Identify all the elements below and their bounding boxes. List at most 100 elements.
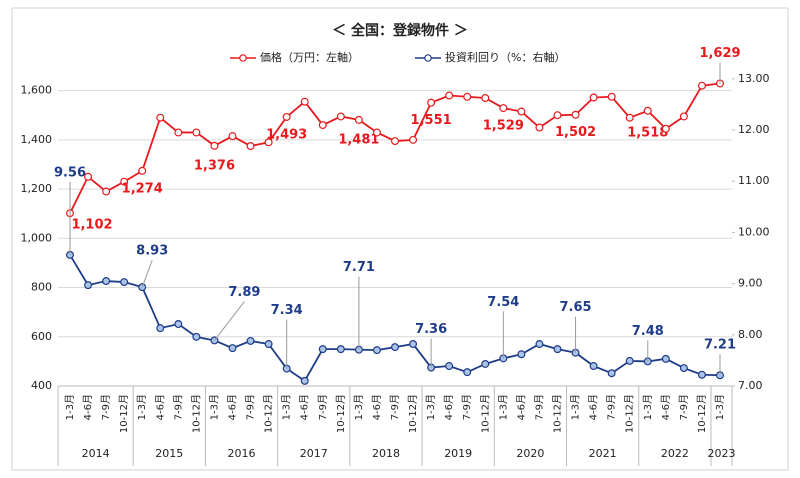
y-tick-label: 1,400 [21,133,53,146]
data-point [246,336,255,345]
data-point [372,128,381,137]
y2-tick-label: 8.00 [738,328,763,341]
x-tick-label: 1-3月 [208,394,220,420]
y-tick-label: 1,600 [21,84,53,97]
data-point [300,376,309,385]
data-label: 9.56 [54,165,86,180]
data-point [210,141,219,150]
data-point [427,98,436,107]
data-label: 1,629 [699,46,740,61]
x-tick-label: 1-3月 [425,394,437,420]
data-point [481,93,490,102]
data-point [625,356,634,365]
x-tick-label: 10-12月 [118,394,130,433]
data-point [264,138,273,147]
data-point [517,350,526,359]
x-group-label: 2016 [228,447,256,460]
data-point [679,112,688,121]
data-point [174,320,183,329]
data-point [391,137,400,146]
data-point [102,187,111,196]
data-point [120,177,129,186]
x-tick-label: 4-6月 [371,394,383,420]
data-point [409,340,418,349]
data-point [120,278,129,287]
data-point [607,92,616,101]
x-tick-label: 1-3月 [136,394,148,420]
data-point [391,343,400,352]
x-tick-label: 4-6月 [227,394,239,420]
y2-tick-label: 9.00 [738,277,763,290]
data-label: 1,518 [627,125,668,140]
data-point [643,106,652,115]
x-tick-label: 1-3月 [714,394,726,420]
data-point [102,277,111,286]
data-point [607,369,616,378]
leader-line [141,260,153,288]
x-tick-label: 1-3月 [497,394,509,420]
x-tick-label: 1-3月 [64,394,76,420]
data-label: 1,493 [266,127,307,142]
data-label: 1,376 [194,158,235,173]
x-tick-label: 4-6月 [515,394,527,420]
x-tick-label: 4-6月 [443,394,455,420]
data-point [697,370,706,379]
data-point [318,121,327,130]
x-tick-label: 10-12月 [407,394,419,433]
data-point [481,359,490,368]
data-point [192,128,201,137]
data-label: 1,481 [338,132,379,147]
x-tick-label: 10-12月 [335,394,347,433]
x-tick-label: 4-6月 [588,394,600,420]
data-point [589,362,598,371]
data-point [156,324,165,333]
x-tick-label: 7-9月 [317,394,329,420]
y2-tick-label: 11.00 [738,174,770,187]
legend-label: 価格（万円：左軸） [260,50,359,64]
x-group-label: 2020 [516,447,544,460]
data-point [300,97,309,106]
data-point [192,332,201,341]
data-point [228,132,237,141]
data-point [517,107,526,116]
y-tick-label: 600 [31,330,52,343]
data-label: 1,502 [555,125,596,140]
data-point [463,92,472,101]
x-tick-label: 4-6月 [299,394,311,420]
data-point [372,346,381,355]
data-label: 1,551 [411,113,452,128]
data-label: 1,274 [122,181,163,196]
data-label: 7.36 [415,322,447,337]
data-point [679,364,688,373]
chart-frame [11,7,789,471]
x-tick-label: 10-12月 [696,394,708,433]
legend-marker [239,54,247,62]
data-point [571,110,580,119]
y-tick-label: 400 [31,379,52,392]
data-point [318,345,327,354]
data-point [336,112,345,121]
data-label: 8.93 [136,244,168,259]
x-group-label: 2021 [589,447,617,460]
data-point [661,354,670,363]
data-point [174,128,183,137]
y2-tick-label: 13.00 [738,72,770,85]
chart-title: ＜ 全国：登録物件 ＞ [332,22,468,39]
x-group-label: 2023 [707,447,735,460]
x-tick-label: 1-3月 [570,394,582,420]
data-point [553,345,562,354]
x-group-label: 2015 [155,447,183,460]
x-tick-label: 7-9月 [100,394,112,420]
data-point [697,81,706,90]
x-tick-label: 4-6月 [82,394,94,420]
data-label: 7.21 [704,338,736,353]
y2-tick-label: 12.00 [738,123,770,136]
data-label: 7.71 [343,260,375,275]
legend-label: 投資利回り（%：右軸） [445,50,565,64]
x-tick-label: 10-12月 [190,394,202,433]
data-point [589,93,598,102]
x-tick-label: 7-9月 [245,394,257,420]
data-point [84,281,93,290]
x-tick-label: 1-3月 [353,394,365,420]
data-label: 1,102 [71,218,112,233]
